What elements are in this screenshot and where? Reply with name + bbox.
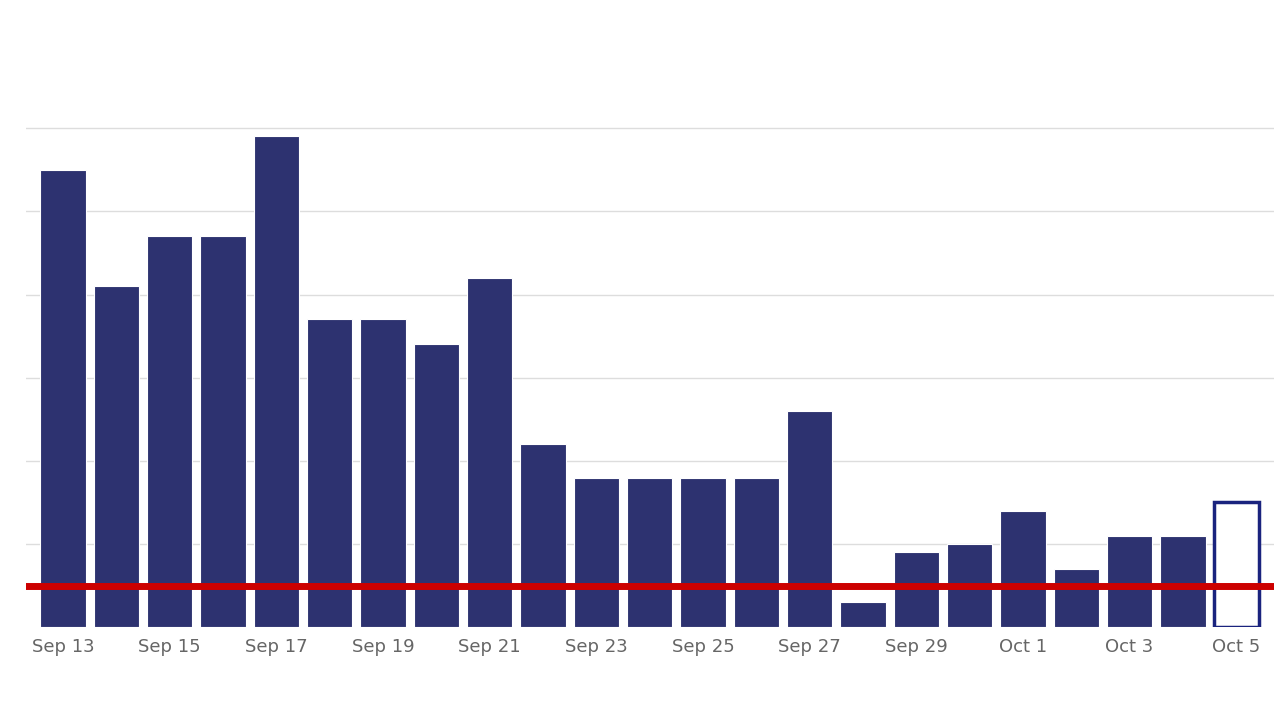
Bar [1000, 510, 1046, 627]
Bar [253, 136, 300, 627]
Bar [360, 319, 406, 627]
Bar [200, 236, 246, 627]
Bar [1107, 536, 1152, 627]
Bar [787, 411, 832, 627]
Bar [413, 345, 460, 627]
Bar [840, 602, 886, 627]
Bar [40, 169, 86, 627]
Bar [1053, 569, 1100, 627]
Bar [1160, 536, 1206, 627]
Bar [947, 544, 992, 627]
Bar [147, 236, 192, 627]
Bar [893, 552, 940, 627]
Bar [573, 477, 620, 627]
Bar [627, 477, 672, 627]
Bar [467, 278, 512, 627]
Bar [1213, 503, 1260, 627]
Bar [307, 319, 352, 627]
Bar [93, 286, 140, 627]
Bar [733, 477, 780, 627]
Bar [680, 477, 726, 627]
Bar [520, 444, 566, 627]
